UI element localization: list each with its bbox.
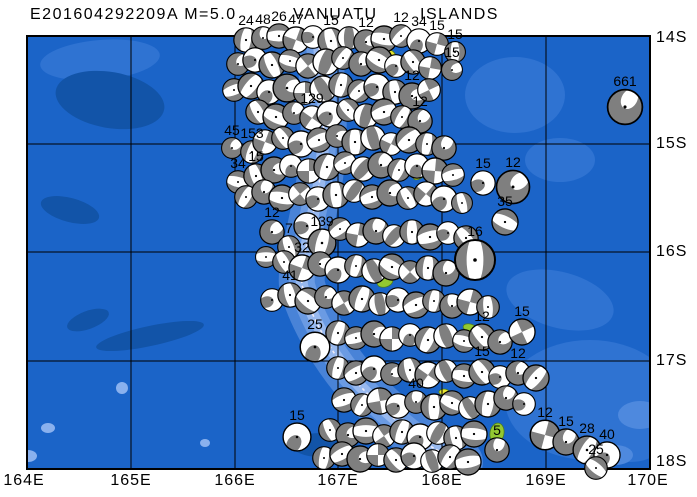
focal-mechanism-beachball <box>299 331 331 364</box>
beachball-depth-label: 35 <box>497 193 513 209</box>
focal-mechanism-beachball <box>441 59 464 81</box>
focal-mechanism-beachball <box>425 32 449 56</box>
focal-mechanism-beachball <box>511 392 536 416</box>
focal-mechanism-beachball <box>440 163 466 187</box>
beachball-depth-label: 15 <box>558 413 574 429</box>
focal-mechanism-beachball <box>453 238 497 282</box>
longitude-tick-label: 165E <box>110 472 152 489</box>
beachball-depth-label: 45 <box>224 122 240 138</box>
focal-mechanism-beachball <box>606 88 644 126</box>
beachball-depth-label: 129 <box>300 90 324 106</box>
beachball-depth-label: 48 <box>255 11 271 27</box>
focal-mechanism-beachball <box>469 170 496 196</box>
beachball-depth-label: 34 <box>411 13 427 29</box>
latitude-tick-label: 17S <box>656 352 688 369</box>
beachball-depth-label: 661 <box>613 73 637 89</box>
latitude-tick-label: 18S <box>656 453 688 470</box>
focal-mechanism-beachball <box>490 208 520 236</box>
focal-mechanism-beachball <box>233 26 259 54</box>
beachball-depth-label: 153 <box>240 125 264 141</box>
map-title-event: E201604292209A M=5.0 <box>30 6 237 23</box>
beachball-depth-label: 15 <box>447 26 463 42</box>
beachball-depth-label: 12 <box>264 204 280 220</box>
beachball-depth-label: 15 <box>514 303 530 319</box>
focal-mechanism-beachball <box>508 318 536 346</box>
focal-mechanism-beachball <box>476 294 500 320</box>
beachball-depth-label: 25 <box>588 441 604 457</box>
focal-mechanism-beachball <box>418 56 442 80</box>
beachball-depth-label: 15 <box>248 148 264 164</box>
focal-mechanism-beachball <box>360 355 388 383</box>
beachball-depth-label: 34 <box>230 155 246 171</box>
beachball-depth-label: 28 <box>579 420 595 436</box>
focal-mechanism-beachball <box>451 191 473 215</box>
focal-mechanism-beachball <box>259 219 285 245</box>
map-title-region1: VANUATU <box>293 6 378 23</box>
beachball-depth-label: 15 <box>429 17 445 33</box>
beachball-depth-label: 5 <box>493 422 501 438</box>
beachball-depth-label: 7 <box>285 220 293 236</box>
beachball-depth-label: 15 <box>475 155 491 171</box>
beachball-depth-label: 12 <box>404 67 420 83</box>
beachball-depth-label: 12 <box>412 93 428 109</box>
focal-mechanism-beachball <box>495 169 531 205</box>
beachball-depth-label: 26 <box>271 8 287 24</box>
beachball-depth-label: 139 <box>310 213 334 229</box>
beachball-depth-label: 40 <box>599 426 615 442</box>
latitude-tick-label: 15S <box>656 135 688 152</box>
focal-mechanism-beachball <box>453 448 483 476</box>
beachball-depth-label: 12 <box>474 308 490 324</box>
beachball-depth-label: 40 <box>408 375 424 391</box>
focal-mechanism-beachball <box>522 364 550 392</box>
latitude-tick-label: 16S <box>656 243 688 260</box>
focal-mechanism-beachball <box>282 422 312 453</box>
beachball-depth-label: 16 <box>467 223 483 239</box>
longitude-tick-label: 166E <box>214 472 256 489</box>
beachball-depth-label: 12 <box>393 9 409 25</box>
beachball-depth-label: 12 <box>358 14 374 30</box>
focal-mechanism-beachball <box>255 246 277 268</box>
beachball-depth-label: 32 <box>294 239 310 255</box>
map-title-region2: ISLANDS <box>420 6 499 23</box>
latitude-tick-label: 14S <box>656 29 688 46</box>
beachball-depth-label: 24 <box>238 12 254 28</box>
beachball-depth-label: 25 <box>307 316 323 332</box>
beachball-depth-label: 15 <box>323 12 339 28</box>
longitude-tick-label: 164E <box>3 472 45 489</box>
beachball-depth-label: 15 <box>474 343 490 359</box>
longitude-tick-label: 167E <box>317 472 359 489</box>
longitude-tick-label: 170E <box>627 472 669 489</box>
focal-mechanism-beachball <box>487 329 513 355</box>
beachball-depth-label: 15 <box>444 44 460 60</box>
focal-mechanism-beachball <box>584 456 608 480</box>
beachball-depth-label: 47 <box>288 11 304 27</box>
focal-mechanism-beachball <box>417 78 441 102</box>
focal-mechanism-beachball <box>431 135 457 161</box>
focal-mechanism-beachball <box>459 420 489 448</box>
longitude-tick-label: 168E <box>421 472 463 489</box>
beachball-depth-label: 12 <box>505 154 521 170</box>
beachball-depth-label: 12 <box>510 345 526 361</box>
beachball-depth-label: 41 <box>282 267 298 283</box>
focal-mechanism-beachball <box>484 436 510 463</box>
beachball-depth-label: 12 <box>537 404 553 420</box>
longitude-tick-label: 169E <box>525 472 567 489</box>
beachball-depth-label: 15 <box>289 407 305 423</box>
